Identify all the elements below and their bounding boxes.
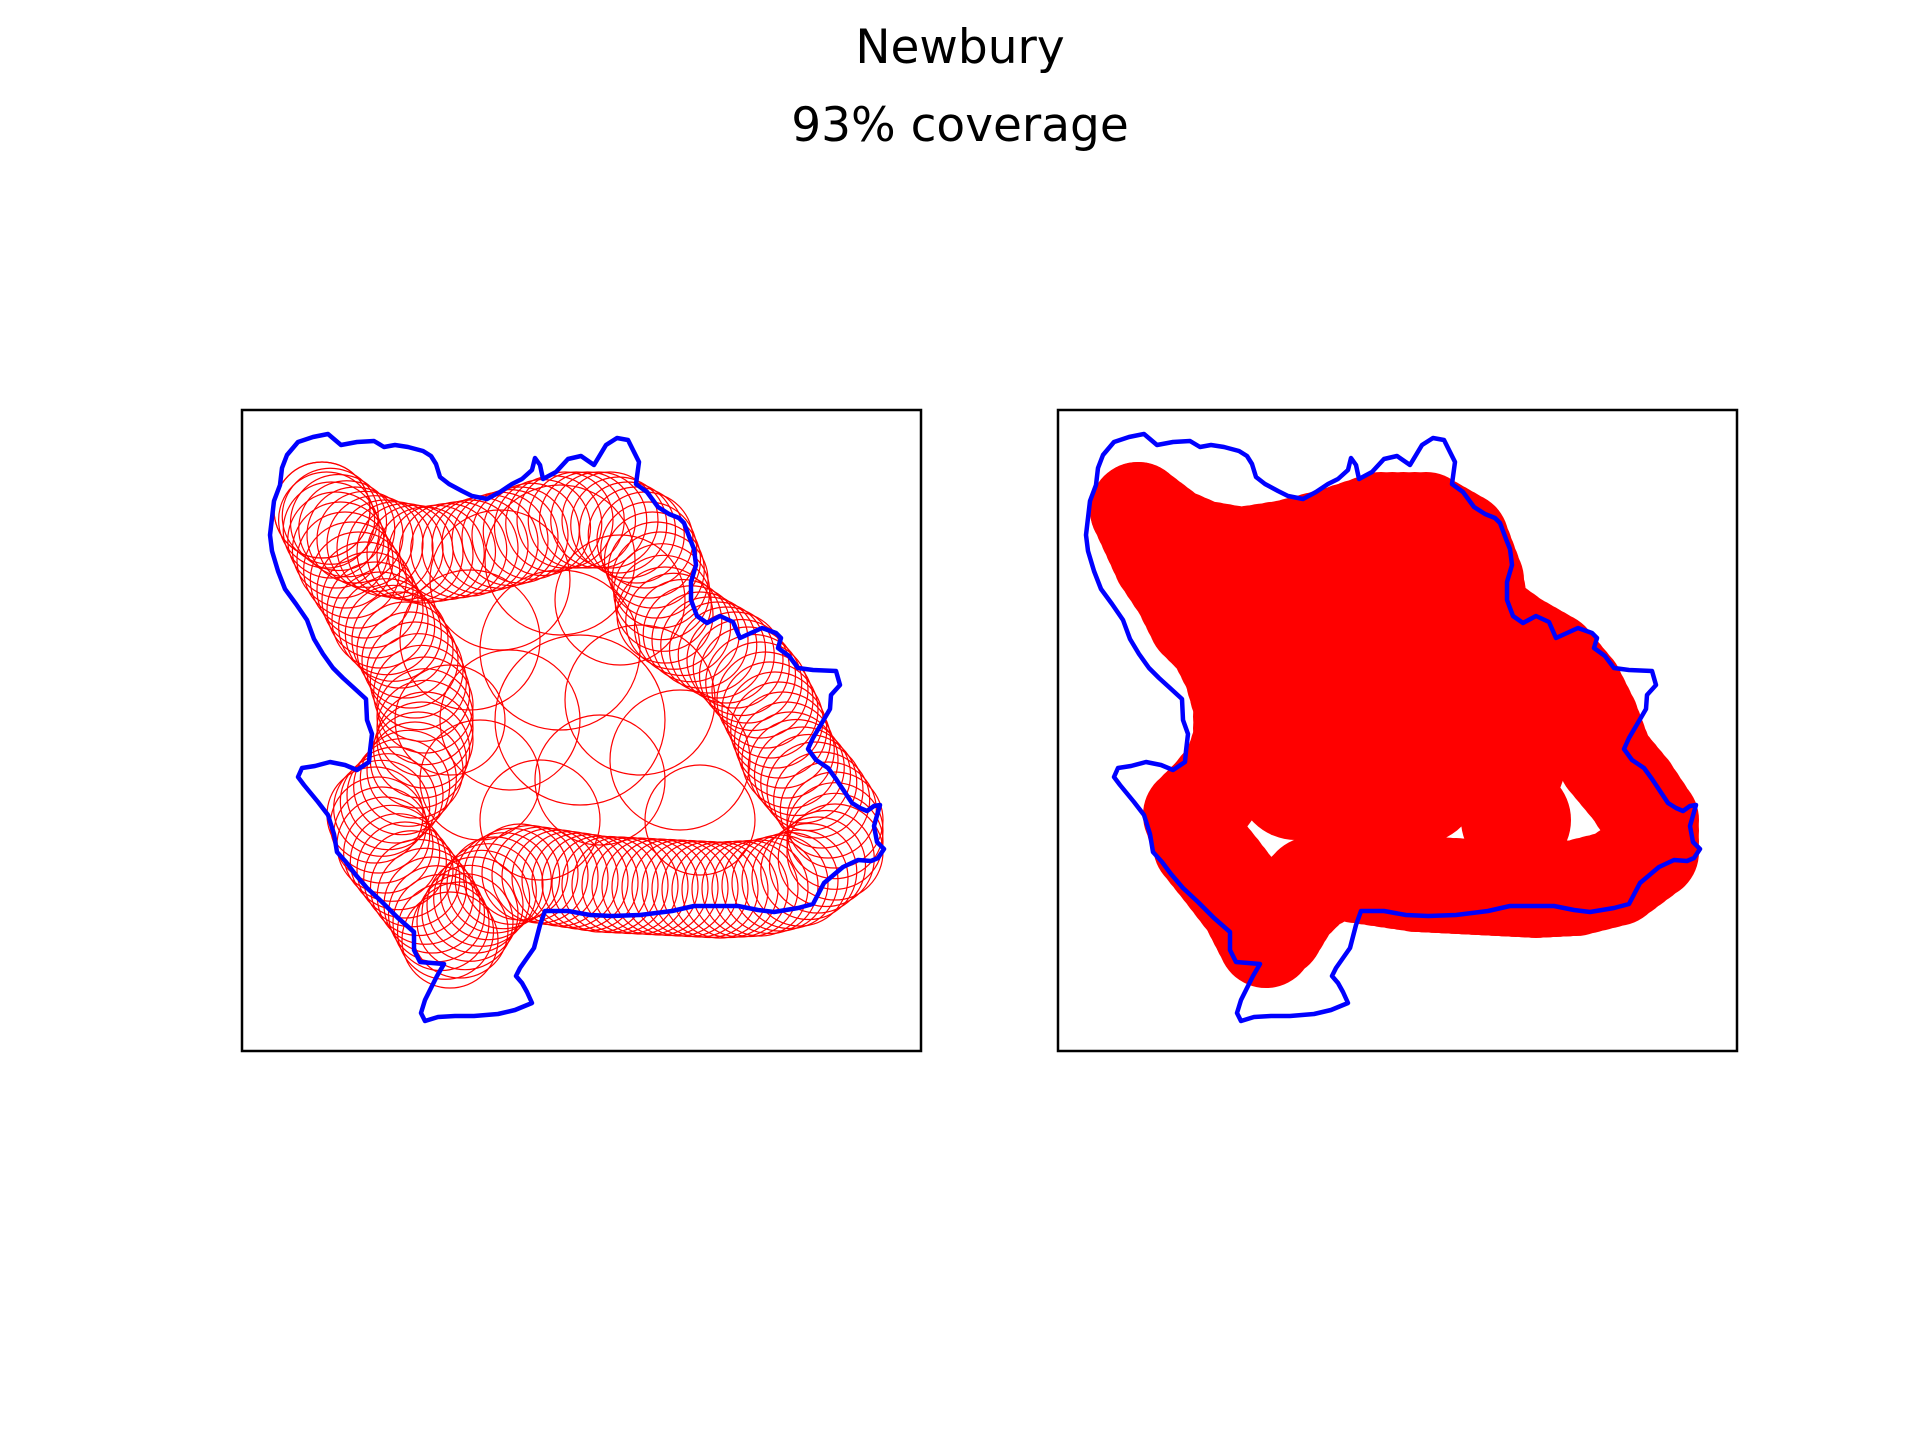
coverage-circle <box>587 486 685 584</box>
coverage-circle <box>356 601 454 699</box>
coverage-disc <box>1371 535 1501 665</box>
coverage-circle <box>359 729 457 827</box>
coverage-circle <box>786 792 884 890</box>
coverage-circle <box>361 611 459 709</box>
coverage-circle <box>373 701 471 799</box>
coverage-circle <box>538 471 637 569</box>
coverage-circle <box>747 718 845 817</box>
coverage-circles-outline <box>273 461 884 989</box>
coverage-circle <box>711 641 809 739</box>
coverage-circle <box>479 759 601 881</box>
coverage-circle <box>376 656 474 754</box>
coverage-circle <box>441 494 539 592</box>
coverage-circle <box>433 849 531 947</box>
coverage-circle <box>721 661 819 759</box>
coverage-circle <box>644 764 756 876</box>
coverage-circle <box>278 471 376 569</box>
coverage-circle <box>394 664 506 776</box>
coverage-circle <box>343 804 441 902</box>
coverage-circle <box>721 836 819 935</box>
coverage-circle <box>401 891 499 989</box>
coverage-circle <box>760 822 858 921</box>
coverage-circle <box>741 831 839 930</box>
coverage-circle <box>461 488 559 587</box>
coverage-circle <box>677 606 775 704</box>
coverage-circle <box>578 481 677 579</box>
coverage-circle <box>651 591 749 689</box>
coverage-circle <box>534 714 666 846</box>
coverage-circle <box>376 679 474 777</box>
coverage-circle <box>426 856 524 954</box>
coverage-circle <box>737 701 835 799</box>
coverage-circle <box>353 738 451 836</box>
coverage-circle <box>326 561 424 659</box>
coverage-circle <box>399 569 541 711</box>
coverage-circle <box>741 711 839 809</box>
coverage-circle <box>516 471 614 569</box>
coverage-circle <box>527 471 625 569</box>
figure-title: Newbury <box>855 20 1065 75</box>
coverage-circle <box>316 541 414 639</box>
coverage-circle <box>419 719 541 841</box>
coverage-circle <box>338 578 436 676</box>
newbury-boundary-right <box>1083 431 1703 1024</box>
coverage-circle <box>454 832 552 930</box>
coverage-circle <box>616 566 714 664</box>
coverage-disc <box>1311 635 1481 805</box>
coverage-circle <box>339 753 437 851</box>
coverage-circle <box>363 830 461 928</box>
coverage-disc <box>1090 462 1186 558</box>
coverage-circle <box>786 771 884 869</box>
coverage-circle <box>376 691 474 789</box>
coverage-circle <box>471 486 569 584</box>
coverage-circle <box>439 649 581 791</box>
coverage-disc <box>1461 765 1571 875</box>
coverage-circle <box>439 843 537 941</box>
coverage-circle <box>570 476 668 574</box>
coverage-circle <box>291 501 389 599</box>
filled-coverage-panel <box>1056 408 1739 1053</box>
newbury-boundary-left <box>267 431 887 1024</box>
coverage-circle <box>773 751 871 849</box>
coverage-circle <box>564 624 716 776</box>
figure-header: Newbury 93% coverage <box>0 0 1920 170</box>
coverage-circle <box>282 481 380 579</box>
coverage-circle <box>766 741 864 839</box>
coverage-circle <box>349 813 447 911</box>
coverage-circle <box>373 644 471 742</box>
coverage-circle <box>356 821 454 919</box>
coverage-circle <box>351 591 449 689</box>
coverage-circle <box>698 626 797 724</box>
coverage-circle <box>346 746 444 844</box>
coverage-circle <box>494 634 666 806</box>
coverage-circles-filled <box>1090 462 1699 988</box>
coverage-circle <box>705 633 803 732</box>
coverage-circle <box>484 484 636 636</box>
coverage-circle <box>554 534 686 666</box>
coverage-circle <box>479 569 641 731</box>
coverage-circle <box>369 633 467 731</box>
coverage-circle <box>321 551 419 649</box>
coverage-circle <box>603 511 702 609</box>
coverage-circle <box>296 511 394 609</box>
coverage-circle <box>421 499 519 597</box>
coverage-circle <box>429 509 571 651</box>
coverage-circle <box>336 499 434 597</box>
coverage-circle <box>751 829 849 927</box>
coverage-circle <box>309 531 407 629</box>
coverage-circle <box>281 467 379 565</box>
circle-outlines-panel <box>240 408 923 1053</box>
figure-subtitle: 93% coverage <box>791 98 1129 153</box>
coverage-circle <box>660 596 758 694</box>
coverage-circle <box>306 486 404 584</box>
coverage-circle <box>609 689 751 831</box>
coverage-circle <box>731 834 829 932</box>
coverage-circle <box>561 471 659 569</box>
coverage-circle <box>366 504 464 602</box>
coverage-circle <box>446 836 544 934</box>
coverage-circle <box>686 611 784 709</box>
coverage-circle <box>287 491 385 589</box>
